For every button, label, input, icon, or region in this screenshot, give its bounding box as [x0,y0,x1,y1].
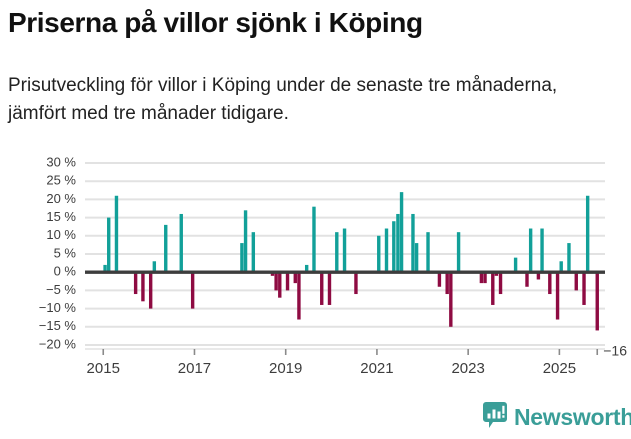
bar [107,217,111,273]
bar [540,228,544,273]
bar [274,272,278,291]
y-tick-label: 5 % [54,245,77,260]
bar [251,232,256,273]
bar [190,272,195,309]
bar [582,272,586,305]
y-tick-label: 10 % [46,227,76,242]
bar [342,228,347,273]
bar [240,243,244,273]
bar [456,232,461,273]
bar [392,221,396,273]
bar [377,235,381,273]
bar [297,272,301,320]
x-tick-label: 2023 [451,360,484,377]
bar [555,272,560,320]
bar [335,232,339,273]
bar [536,272,541,280]
bar [285,272,290,291]
bar [559,261,563,273]
bar [270,272,275,276]
bar [103,264,107,273]
x-tick-label: 2015 [87,360,120,377]
y-tick-label: 25 % [46,173,76,188]
bar [479,272,484,284]
bar [320,272,324,305]
bar [243,210,248,273]
bar [498,272,503,295]
bar [525,272,529,287]
y-tick-label: −20 % [39,336,77,351]
bar [414,243,419,273]
bar [141,272,145,302]
last-value-annotation: −16 % [596,343,631,359]
x-tick-label: 2021 [360,360,393,377]
bar [513,257,518,273]
y-axis-tick-labels: 30 % 25 % 20 % 15 % 10 % 5 % 0 % −5 % −10 % −15 %… [39,154,77,351]
bar [327,272,332,305]
x-tick-label: 2025 [543,360,576,377]
bar-chart: 30 % 25 % 20 % 15 % 10 % 5 % 0 % −5 % −10 % −15 %… [0,150,631,395]
bar [437,272,442,287]
y-tick-label: −5 % [46,282,76,297]
page-title: Priserna på villor sjönk i Köping [8,7,423,38]
bar [164,224,168,273]
bar [114,195,119,273]
bar [411,213,415,273]
bar [449,272,453,327]
bar [148,272,153,309]
bar [494,272,499,276]
bar [567,243,571,273]
y-tick-label: −15 % [39,318,77,333]
bar [179,213,183,273]
page-subtitle: Prisutveckling för villor i Köping under… [8,75,558,124]
annotation-value-label: −16 % [603,343,631,359]
bar [445,272,449,295]
bars-group [103,192,599,331]
bar [491,272,495,305]
bar [384,228,389,273]
y-tick-label: 30 % [46,154,76,169]
x-tick-label: 2019 [269,360,302,377]
bar-chart-speech-bubble-icon [483,402,507,433]
bar [574,272,578,291]
bar [354,272,358,295]
bar [312,206,316,273]
bar [483,272,487,284]
bar [396,213,400,273]
newsworthy-wordmark: Newsworthy [514,404,631,430]
y-tick-label: 0 % [54,264,77,279]
x-axis-tick-labels: 2015 2017 2019 2021 2023 2025 [85,348,605,377]
bar [426,232,430,273]
bar [293,272,297,284]
y-tick-label: 20 % [46,191,76,206]
chart-canvas: 30 % 25 % 20 % 15 % 10 % 5 % 0 % −5 % −10 % −15 %… [39,154,631,377]
bar [133,272,138,295]
bar [399,192,404,273]
y-tick-label: −10 % [39,300,77,315]
newsworthy-logo: Newsworthy [483,402,631,433]
bar [278,272,282,298]
bar [304,264,309,273]
bar [548,272,552,295]
bar [595,272,599,331]
y-tick-label: 15 % [46,209,76,224]
bar [152,261,157,273]
x-tick-label: 2017 [178,360,211,377]
bar [528,228,533,273]
bar [585,195,590,273]
